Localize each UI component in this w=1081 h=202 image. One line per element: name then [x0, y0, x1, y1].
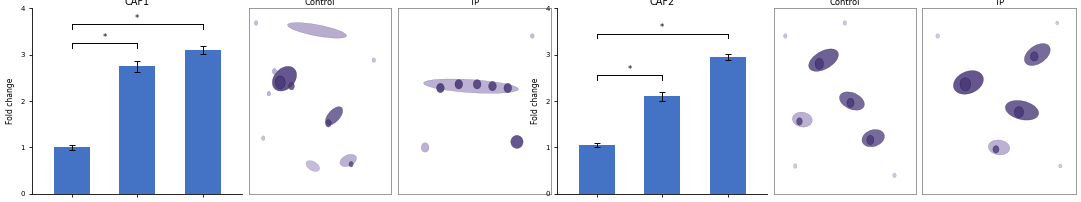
Ellipse shape: [272, 66, 296, 91]
Title: TP: TP: [993, 0, 1004, 7]
Ellipse shape: [511, 135, 523, 148]
Bar: [119, 66, 156, 194]
Ellipse shape: [424, 79, 519, 93]
Ellipse shape: [473, 80, 481, 89]
Ellipse shape: [862, 129, 884, 147]
Ellipse shape: [272, 68, 277, 74]
Title: Control: Control: [305, 0, 335, 7]
Bar: [185, 50, 221, 194]
Ellipse shape: [288, 23, 347, 38]
Ellipse shape: [267, 91, 270, 96]
Title: TP: TP: [469, 0, 479, 7]
Title: CAF1: CAF1: [124, 0, 150, 7]
Bar: [644, 96, 680, 194]
Ellipse shape: [504, 83, 511, 93]
Text: *: *: [627, 65, 631, 74]
Ellipse shape: [867, 135, 873, 145]
Ellipse shape: [1030, 52, 1038, 61]
Ellipse shape: [455, 80, 463, 89]
Ellipse shape: [960, 78, 971, 91]
Ellipse shape: [1056, 21, 1058, 25]
Ellipse shape: [306, 161, 320, 171]
Ellipse shape: [1014, 107, 1024, 118]
Ellipse shape: [848, 98, 854, 107]
Text: *: *: [660, 23, 665, 32]
Bar: [54, 147, 90, 194]
Ellipse shape: [840, 92, 865, 110]
Ellipse shape: [843, 21, 846, 25]
Title: CAF2: CAF2: [650, 0, 675, 7]
Ellipse shape: [893, 173, 896, 178]
Ellipse shape: [1025, 44, 1051, 65]
Ellipse shape: [254, 21, 258, 25]
Ellipse shape: [262, 136, 265, 141]
Ellipse shape: [325, 107, 343, 125]
Ellipse shape: [988, 140, 1010, 155]
Ellipse shape: [372, 58, 375, 62]
Ellipse shape: [936, 34, 939, 38]
Ellipse shape: [1005, 100, 1039, 120]
Ellipse shape: [349, 161, 353, 167]
Text: *: *: [135, 14, 139, 23]
Ellipse shape: [339, 154, 357, 167]
Ellipse shape: [489, 81, 496, 91]
Ellipse shape: [289, 82, 294, 90]
Ellipse shape: [437, 83, 444, 93]
Bar: [710, 57, 746, 194]
Ellipse shape: [993, 146, 999, 153]
Ellipse shape: [1058, 164, 1062, 168]
Ellipse shape: [784, 34, 787, 38]
Ellipse shape: [276, 76, 285, 89]
Ellipse shape: [815, 58, 824, 69]
Ellipse shape: [793, 164, 797, 168]
Ellipse shape: [792, 112, 812, 127]
Bar: [578, 145, 615, 194]
Ellipse shape: [809, 49, 839, 71]
Text: *: *: [103, 33, 107, 42]
Y-axis label: Fold change: Fold change: [5, 78, 15, 124]
Ellipse shape: [531, 34, 534, 38]
Ellipse shape: [422, 143, 429, 152]
Title: Control: Control: [829, 0, 860, 7]
Y-axis label: Fold change: Fold change: [531, 78, 539, 124]
Ellipse shape: [797, 118, 802, 125]
Ellipse shape: [325, 120, 331, 127]
Ellipse shape: [953, 71, 984, 94]
